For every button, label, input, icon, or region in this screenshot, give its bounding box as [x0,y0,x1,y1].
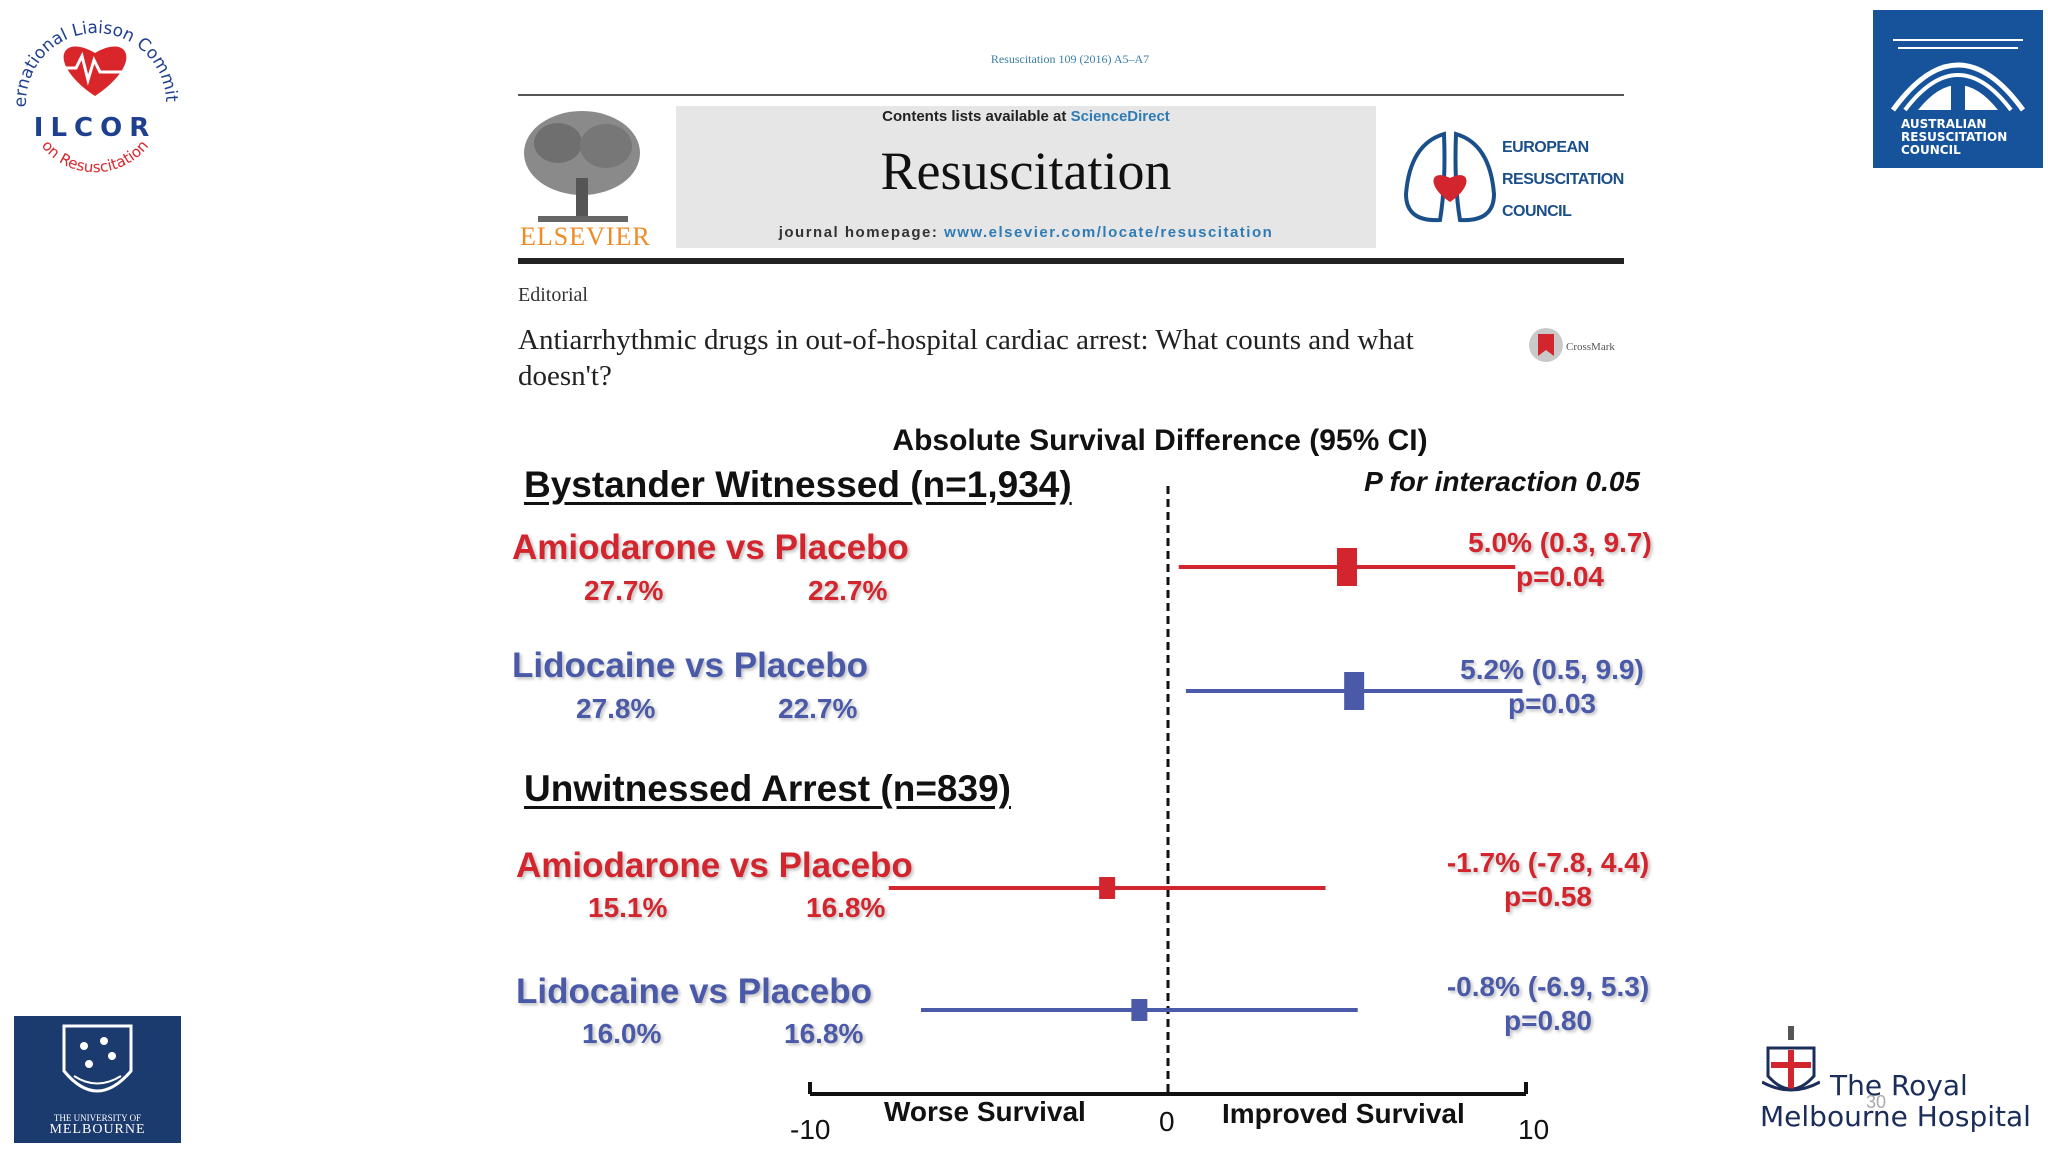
sciencedirect-link[interactable]: ScienceDirect [1070,108,1170,125]
point-estimate [1344,672,1365,710]
comparison-label: Amiodarone vs Placebo [516,846,913,885]
ci-value: -1.7% (-7.8, 4.4) [1446,847,1650,878]
x-tick-label: 0 [1159,1106,1175,1137]
drug-pct: 27.7% [584,575,664,606]
p-value: p=0.58 [1504,881,1592,912]
drug-pct: 15.1% [588,892,668,923]
erc-name: EUROPEAN RESUSCITATION COUNCIL [1502,132,1624,228]
contents-prefix: Contents lists available at [882,108,1071,125]
erc-line-3: COUNCIL [1502,203,1572,220]
point-estimate [1099,877,1116,899]
drug-pct: 16.0% [582,1018,662,1049]
arc-logo: AUSTRALIAN RESUSCITATION COUNCIL [1873,10,2043,168]
ci-text: 5.0% (0.3, 9.7) p=0.04 [1440,526,1680,594]
uom-line-2: MELBOURNE [49,1122,146,1137]
group-title: Bystander Witnessed (n=1,934) [524,464,1072,505]
placebo-pct: 22.7% [808,575,888,606]
journal-banner [676,106,1376,248]
rmh-name: The Royal Melbourne Hospital [1760,1070,2031,1132]
x-tick-label: -10 [790,1114,831,1145]
arc-line-3: COUNCIL [1901,143,1961,157]
comparison-label: Lidocaine vs Placebo [512,646,868,685]
ci-value: 5.0% (0.3, 9.7) [1468,527,1652,558]
citation: Resuscitation 109 (2016) A5–A7 [990,52,1150,66]
uom-crest-icon [62,1024,133,1093]
arc-line-1: AUSTRALIAN [1901,117,1987,131]
uom-line-1: THE UNIVERSITY OF [53,1113,142,1123]
arc-line-2: RESUSCITATION [1901,130,2008,144]
comparison-label: Lidocaine vs Placebo [516,972,872,1011]
x-label-right: Improved Survival [1222,1098,1465,1129]
journal-title: Resuscitation [880,141,1172,201]
x-label-left: Worse Survival [884,1096,1086,1127]
article-title: Antiarrhythmic drugs in out-of-hospital … [518,324,1414,392]
p-value: p=0.80 [1504,1005,1592,1036]
drug-pct: 27.8% [576,693,656,724]
homepage-prefix: journal homepage: [778,224,945,241]
placebo-pct: 16.8% [784,1018,864,1049]
elsevier-wordmark: ELSEVIER [520,222,651,251]
rmh-crest-icon [1762,1026,1820,1092]
x-tick-label: 10 [1518,1114,1550,1145]
arc-emblem-icon [1890,39,2026,112]
homepage-line: journal homepage: www.elsevier.com/locat… [676,224,1376,241]
divider-thick [518,258,1624,264]
divider [518,94,1624,96]
rmh-line-1: The Royal [1830,1069,1968,1102]
erc-line-1: EUROPEAN [1502,139,1589,156]
ci-text: -0.8% (-6.9, 5.3) p=0.80 [1428,970,1668,1038]
comparison-label: Amiodarone vs Placebo [512,528,909,567]
ci-text: 5.2% (0.5, 9.9) p=0.03 [1432,653,1672,721]
ci-value: 5.2% (0.5, 9.9) [1460,654,1644,685]
placebo-pct: 22.7% [778,693,858,724]
crossmark-icon[interactable]: CrossMark [1528,326,1628,364]
point-estimate [1337,548,1357,586]
p-value: p=0.03 [1508,688,1596,719]
article-section: Editorial [518,284,588,306]
rmh-line-2: Melbourne Hospital [1760,1100,2031,1133]
elsevier-tree-icon [524,111,640,222]
ci-value: -0.8% (-6.9, 5.3) [1446,971,1650,1002]
point-estimate [1131,999,1148,1021]
uom-logo: THE UNIVERSITY OF MELBOURNE [14,1016,181,1143]
p-value: p=0.04 [1516,561,1604,592]
ci-text: -1.7% (-7.8, 4.4) p=0.58 [1428,846,1668,914]
erc-lungs-icon [1403,131,1497,223]
chart-title: Absolute Survival Difference (95% CI) [892,424,1428,457]
ilcor-mid-text: ILCOR [34,113,156,143]
interaction-note: P for interaction 0.05 [1364,466,1640,497]
group-title: Unwitnessed Arrest (n=839) [524,768,1011,809]
ilcor-logo: International Liaison Committee ILCOR on… [6,8,181,176]
crossmark-label: CrossMark [1566,341,1615,353]
placebo-pct: 16.8% [806,892,886,923]
contents-line: Contents lists available at ScienceDirec… [676,108,1376,125]
homepage-link[interactable]: www.elsevier.com/locate/resuscitation [944,224,1274,241]
slide-number: 30 [1866,1092,1887,1112]
erc-line-2: RESUSCITATION [1502,171,1624,188]
